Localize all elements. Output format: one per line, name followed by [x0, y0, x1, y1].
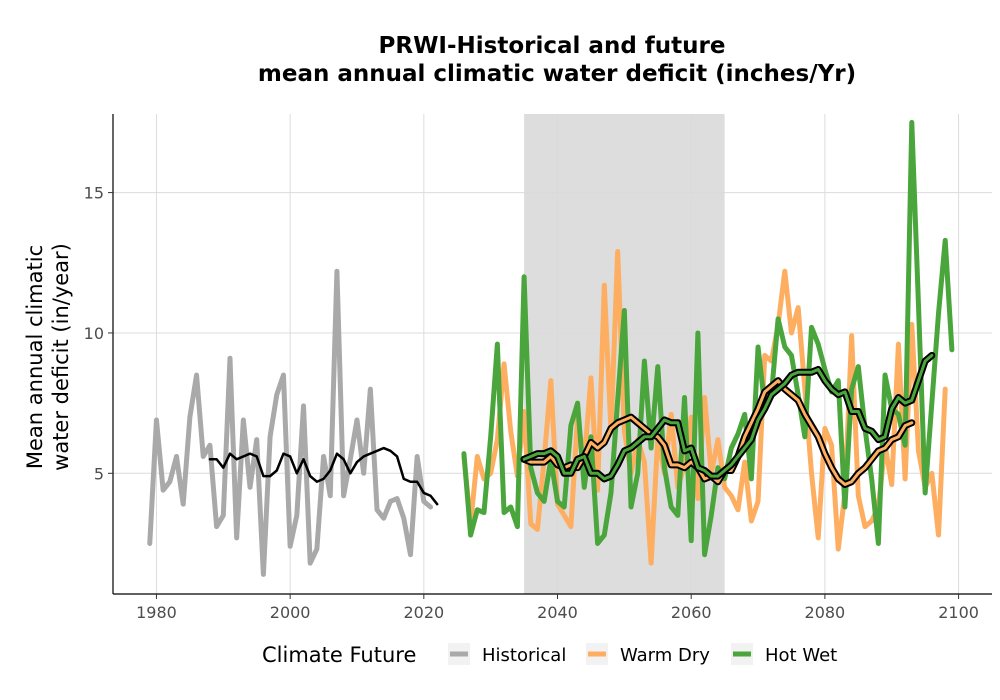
- series-line-hot-wet-running-mean: [522, 353, 934, 481]
- x-tick-label: 2020: [403, 603, 444, 622]
- legend-label: Hot Wet: [765, 645, 837, 666]
- legend-label: Historical: [482, 645, 566, 666]
- chart-title-line2: mean annual climatic water deficit (inch…: [258, 61, 856, 87]
- x-tick-label: 2000: [270, 603, 311, 622]
- x-tick-label: 2100: [938, 603, 979, 622]
- y-tick-label: 10: [84, 324, 104, 343]
- series-lines: [147, 119, 955, 577]
- series-line-historical-running-mean: [208, 446, 439, 506]
- chart-title-line1: PRWI-Historical and future: [379, 33, 726, 59]
- series-line-hot-wet: [461, 119, 955, 558]
- y-tick-label: 15: [84, 184, 104, 203]
- x-tick-label: 2060: [671, 603, 712, 622]
- y-tick-label: 5: [94, 464, 104, 483]
- y-axis-title-line2: water deficit (in/year): [49, 243, 73, 471]
- legend-label: Warm Dry: [620, 645, 710, 666]
- axes: 1980 2000 2020 2040 2060 2080 2100 5 10 15: [84, 114, 992, 622]
- y-axis-title-line1: Mean annual climatic: [23, 245, 47, 469]
- series-line-historical: [147, 268, 434, 577]
- series-line-warm-dry-running-mean: [522, 379, 914, 487]
- legend-title: Climate Future: [262, 643, 416, 667]
- x-tick-label: 1980: [136, 603, 177, 622]
- legend: Climate Future Historical Warm Dry Hot Wet: [262, 643, 837, 667]
- x-tick-label: 2080: [805, 603, 846, 622]
- x-tick-label: 2040: [537, 603, 578, 622]
